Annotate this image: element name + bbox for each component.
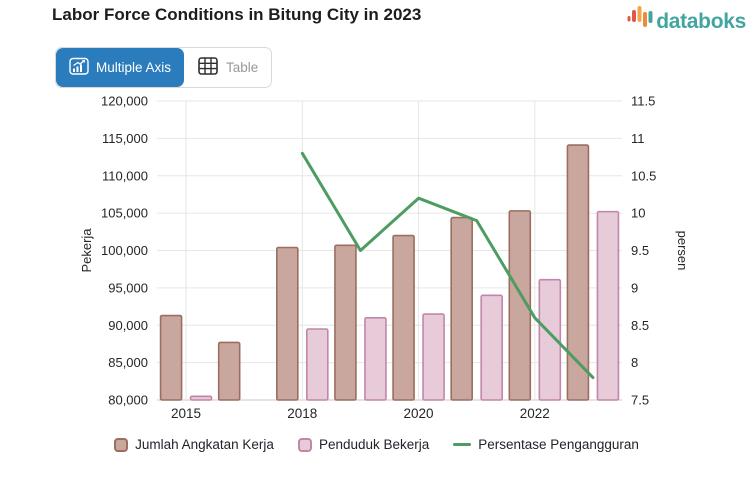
table-icon [197, 55, 219, 80]
x-axis-label: 2022 [520, 406, 550, 421]
x-axis-label: 2020 [404, 406, 434, 421]
chart-plot-area: 80,000 7.5 85,000 8 90,000 8.5 95,000 9 100,000 9… [0, 88, 753, 434]
line-persentase-pengangguran[interactable] [300, 151, 595, 380]
bar-jumlah-angkatan-kerja[interactable] [334, 244, 357, 401]
legend-label: Jumlah Angkatan Kerja [135, 437, 274, 452]
right-axis-tick-label: 10.5 [631, 168, 656, 183]
bar-jumlah-angkatan-kerja[interactable] [508, 210, 532, 401]
legend-label: Penduduk Bekerja [318, 437, 430, 452]
right-axis-tick-label: 7.5 [631, 393, 649, 408]
left-axis-tick-label: 105,000 [101, 206, 148, 221]
right-axis-tick-label: 10 [631, 206, 645, 221]
legend-item-penduduk-bekerja[interactable]: Penduduk Bekerja [297, 437, 430, 452]
databoks-logo-text: databoks [656, 9, 746, 33]
right-axis-tick-label: 11.5 [631, 94, 655, 109]
left-axis-tick-label: 95,000 [108, 280, 148, 295]
left-axis-tick-label: 115,000 [102, 131, 148, 146]
tab-multiple-axis[interactable]: Multiple Axis [56, 48, 185, 87]
right-axis-tick-label: 9 [631, 280, 638, 295]
multi-axis-chart-icon [69, 56, 89, 79]
combo-chart-svg: 80,000 7.5 85,000 8 90,000 8.5 95,000 9 100,000 9… [79, 94, 690, 422]
tab-table-label: Table [226, 60, 259, 75]
legend-swatch-persentase-pengangguran [453, 443, 472, 446]
right-axis-tick-label: 11 [631, 131, 645, 146]
bar-jumlah-angkatan-kerja[interactable] [276, 246, 299, 401]
bar-jumlah-angkatan-kerja[interactable] [392, 234, 415, 401]
left-axis-tick-label: 100,000 [101, 243, 148, 258]
chart-legend: Jumlah Angkatan Kerja Penduduk Bekerja P… [0, 437, 753, 452]
databoks-logo-icon [627, 5, 654, 38]
bar-jumlah-angkatan-kerja[interactable] [566, 144, 590, 401]
left-axis-tick-label: 90,000 [108, 318, 148, 333]
page-title: Labor Force Conditions in Bitung City in… [52, 5, 422, 24]
left-axis-tick-label: 120,000 [101, 94, 148, 109]
bar-penduduk-bekerja[interactable] [422, 313, 445, 401]
legend-swatch-penduduk-bekerja [297, 437, 312, 452]
legend-label: Persentase Pengangguran [478, 437, 639, 452]
left-axis-tick-label: 80,000 [108, 393, 148, 408]
bar-jumlah-angkatan-kerja[interactable] [450, 216, 473, 401]
bar-penduduk-bekerja[interactable] [596, 210, 620, 401]
right-axis-tick-label: 8.5 [631, 318, 649, 333]
left-axis-title: Pekerja [79, 228, 94, 273]
bar-penduduk-bekerja[interactable] [364, 316, 387, 401]
x-axis-label: 2015 [171, 406, 201, 421]
databoks-logo: databoks [627, 5, 746, 38]
tab-table[interactable]: Table [184, 48, 272, 87]
right-axis-tick-label: 9.5 [631, 243, 649, 258]
bar-penduduk-bekerja[interactable] [480, 294, 503, 401]
bar-penduduk-bekerja[interactable] [538, 278, 562, 401]
legend-item-jumlah-angkatan-kerja[interactable]: Jumlah Angkatan Kerja [114, 437, 274, 452]
left-axis-tick-label: 85,000 [108, 355, 148, 370]
right-axis-tick-label: 8 [631, 355, 638, 370]
bar-jumlah-angkatan-kerja[interactable] [159, 314, 183, 401]
tab-multiple-axis-label: Multiple Axis [96, 60, 172, 75]
view-switcher: Multiple Axis Table [55, 47, 273, 88]
bar-penduduk-bekerja[interactable] [306, 328, 329, 401]
bar-jumlah-angkatan-kerja[interactable] [217, 341, 241, 401]
legend-item-persentase-pengangguran[interactable]: Persentase Pengangguran [453, 437, 639, 452]
x-axis-label: 2018 [287, 406, 317, 421]
right-axis-title: persen [675, 231, 690, 271]
left-axis-tick-label: 110,000 [102, 168, 148, 183]
legend-swatch-jumlah-angkatan-kerja [114, 437, 129, 452]
bar-penduduk-bekerja[interactable] [189, 395, 213, 401]
